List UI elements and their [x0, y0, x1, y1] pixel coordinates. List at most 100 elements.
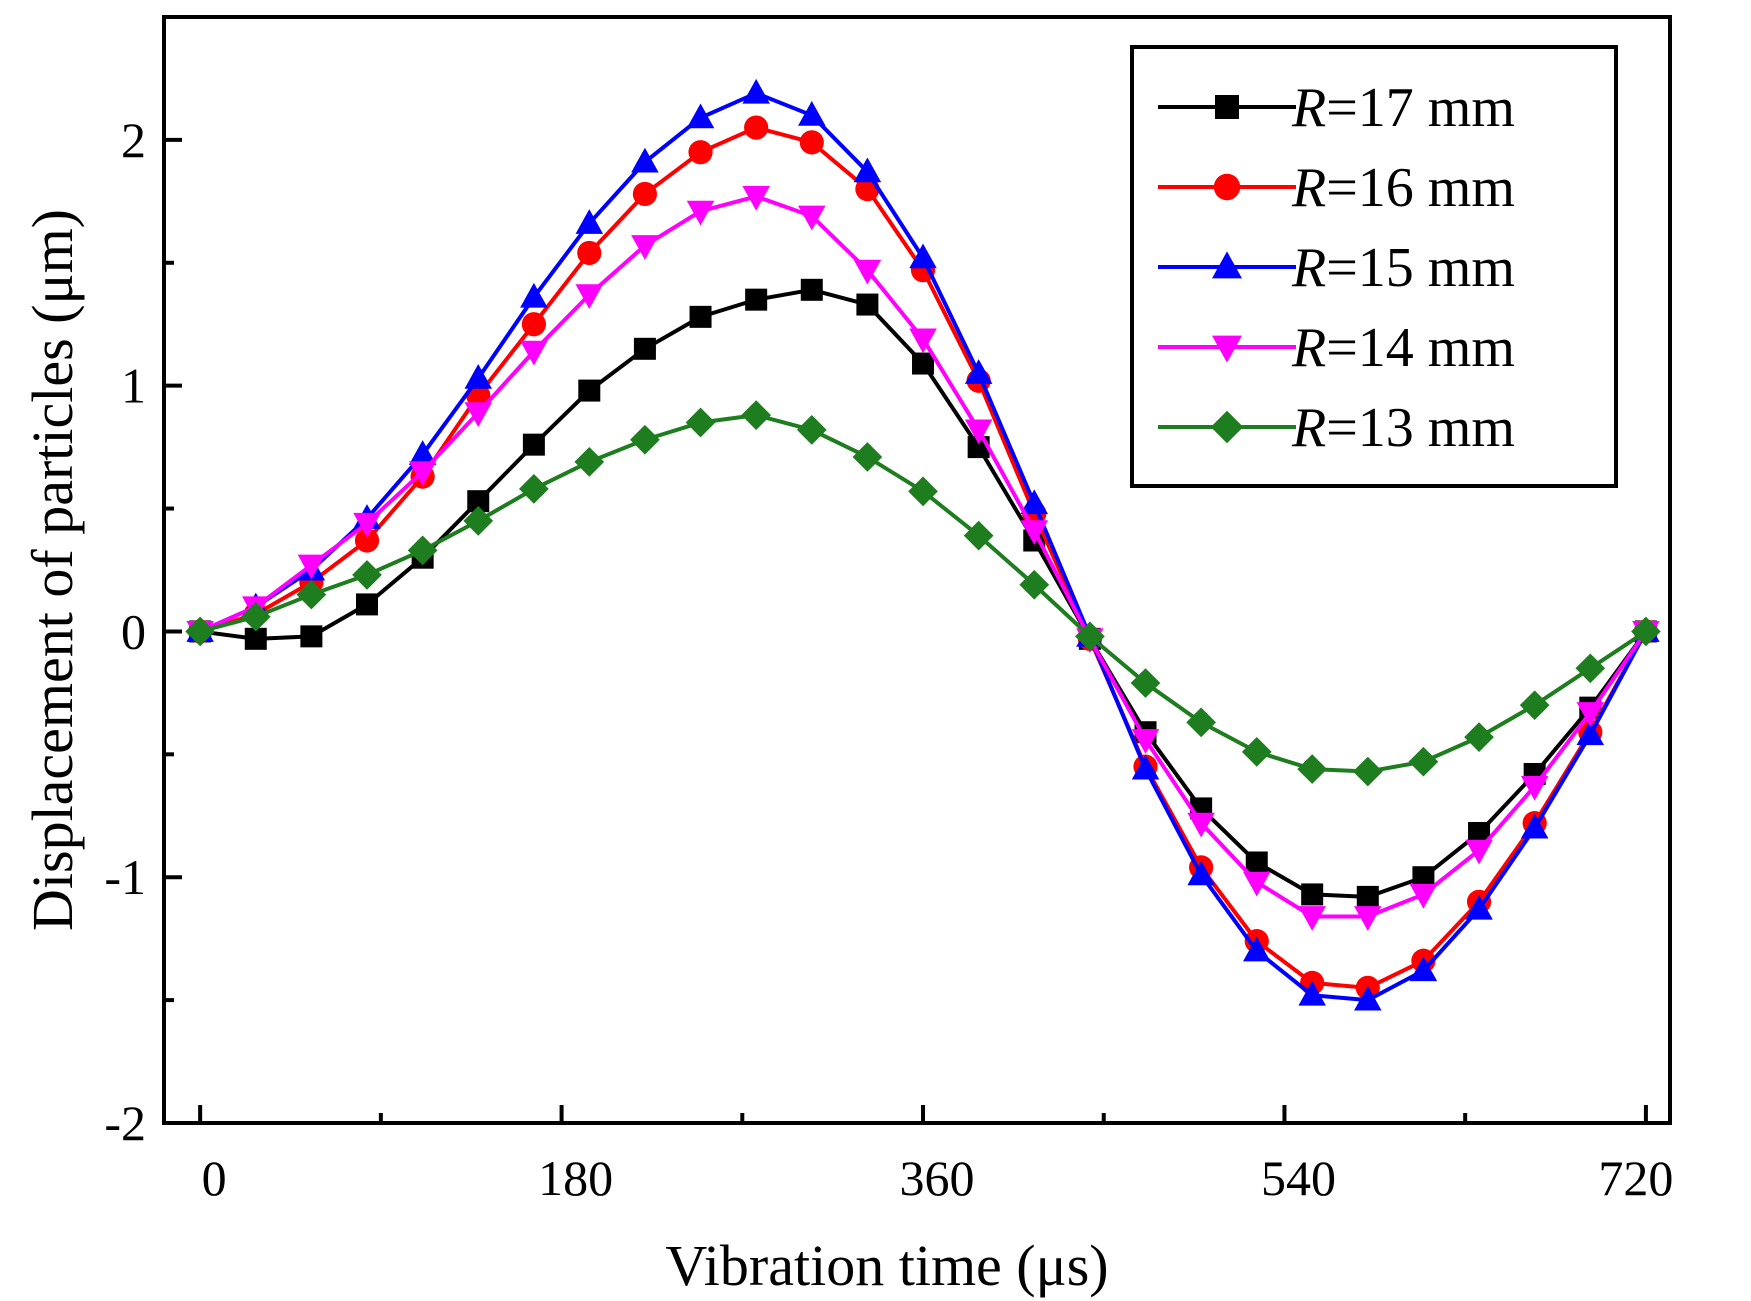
data-point — [521, 312, 546, 337]
legend-label: R=17 mm — [1291, 77, 1515, 139]
data-point — [244, 627, 267, 650]
data-point — [408, 440, 437, 465]
data-point — [1576, 702, 1605, 727]
data-point — [686, 103, 715, 129]
data-point — [464, 363, 493, 389]
data-point — [1130, 668, 1161, 698]
data-point — [741, 400, 772, 431]
data-point — [520, 282, 548, 308]
data-point — [467, 490, 490, 513]
legend-marker — [1210, 410, 1244, 444]
x-tick-label: 540 — [1261, 1150, 1336, 1206]
data-point — [352, 560, 382, 590]
data-point — [354, 528, 380, 553]
data-point — [522, 433, 545, 456]
data-point — [1241, 737, 1272, 767]
data-point — [577, 240, 602, 266]
data-point — [631, 147, 659, 173]
data-point — [296, 579, 327, 610]
data-point — [631, 235, 659, 260]
data-point — [408, 461, 437, 486]
data-point — [742, 185, 770, 211]
data-point — [686, 200, 715, 226]
data-point — [300, 625, 323, 648]
data-point — [1301, 883, 1324, 906]
data-point — [1575, 653, 1606, 684]
legend-marker — [1212, 251, 1242, 279]
data-point — [1354, 985, 1382, 1011]
data-point — [463, 505, 494, 536]
x-tick-label: 360 — [900, 1150, 975, 1206]
data-point — [1576, 720, 1605, 746]
plot-frame — [162, 15, 1672, 1125]
data-point — [964, 359, 993, 384]
data-point — [745, 288, 768, 311]
legend: R=17 mm R=16 mm R=15 mm R=14 mm R=13 mm — [1130, 45, 1618, 488]
data-point — [963, 520, 994, 551]
data-point — [853, 259, 882, 285]
data-point — [1020, 520, 1049, 545]
legend-item: R=17 mm — [1158, 77, 1515, 139]
data-point — [1352, 756, 1383, 787]
legend-label: R=15 mm — [1291, 237, 1515, 299]
data-point — [356, 593, 379, 616]
data-point — [853, 157, 882, 183]
legend-item: R=16 mm — [1158, 157, 1515, 219]
data-point — [1020, 489, 1049, 515]
data-point — [240, 601, 271, 632]
legend-label: R=16 mm — [1291, 157, 1515, 219]
data-point — [909, 328, 937, 354]
y-axis-label: Displacement of particles (μm) — [20, 209, 85, 931]
data-point — [1520, 813, 1549, 839]
x-axis-label: Vibration time (μs) — [665, 1233, 1108, 1298]
data-point — [632, 181, 658, 207]
data-point — [1245, 851, 1268, 874]
data-point — [1243, 871, 1271, 897]
data-point — [1187, 812, 1215, 838]
data-point — [1187, 860, 1215, 886]
data-point — [744, 115, 769, 140]
data-point — [630, 424, 660, 455]
y-tick-label: 1 — [121, 358, 146, 414]
data-point — [1356, 885, 1379, 908]
x-tick-label: 0 — [202, 1150, 227, 1206]
data-point — [1243, 936, 1271, 962]
series-layer — [185, 78, 1661, 1011]
data-point — [1468, 821, 1491, 844]
data-point — [796, 415, 827, 445]
data-point — [633, 337, 656, 360]
data-point — [1409, 883, 1438, 909]
data-point — [1409, 956, 1438, 982]
data-point — [1019, 569, 1050, 600]
x-tick-label: 720 — [1598, 1150, 1673, 1206]
data-point — [1354, 906, 1382, 931]
data-point — [1131, 729, 1160, 754]
data-point — [578, 379, 601, 402]
data-point — [464, 402, 493, 428]
data-point — [909, 243, 937, 269]
data-point — [1465, 894, 1493, 920]
data-point — [852, 442, 883, 472]
data-point — [1131, 754, 1160, 780]
data-point — [297, 554, 326, 580]
data-point — [799, 130, 824, 155]
series-4 — [185, 400, 1661, 787]
ticks-layer: 0 180 360 540 720 -2 -1 0 1 2 — [104, 112, 1673, 1206]
data-point — [856, 293, 879, 316]
data-point — [1297, 754, 1328, 784]
y-tick-label: -2 — [104, 1095, 146, 1151]
data-point — [742, 78, 770, 104]
legend-item: R=15 mm — [1158, 237, 1515, 299]
data-point — [1520, 775, 1549, 801]
data-point — [798, 101, 826, 126]
data-point — [575, 209, 604, 234]
data-point — [800, 278, 823, 301]
legend-marker — [1213, 173, 1241, 201]
x-tick-label: 180 — [538, 1150, 613, 1206]
data-point — [1186, 707, 1216, 738]
legend-marker — [1212, 335, 1242, 363]
data-point — [574, 447, 605, 477]
series-0 — [189, 278, 1657, 908]
y-tick-label: 2 — [121, 112, 146, 168]
